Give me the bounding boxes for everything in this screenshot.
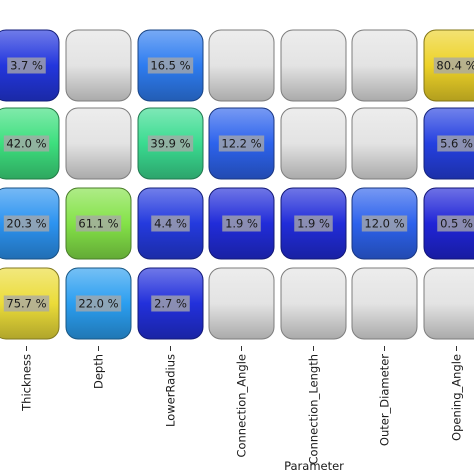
x-tick-label: Outer_Diameter	[378, 354, 392, 446]
x-tick-label: Connection_Length	[307, 354, 321, 465]
x-tick-label: Thickness	[20, 354, 34, 412]
cell-value-label: 16.5 %	[150, 59, 190, 73]
cell-value-label: 39.9 %	[150, 137, 190, 151]
heatmap-cell	[351, 107, 418, 180]
cell-label-background	[75, 295, 122, 312]
cell-value-label: 0.5 %	[440, 217, 473, 231]
cell-value-label: 20.3 %	[6, 217, 46, 231]
cell-label-background	[294, 215, 333, 232]
x-axis-title: Parameter	[284, 459, 344, 473]
cell-value-label: 1.9 %	[297, 217, 330, 231]
heatmap-cell	[208, 29, 275, 102]
cell-value-label: 80.4 %	[436, 59, 474, 73]
cell-label-background	[147, 57, 194, 74]
cell-label-background	[3, 135, 50, 152]
x-tick-label: Opening_Angle	[450, 354, 464, 441]
heatmap-cell	[280, 107, 347, 180]
cell-value-label: 75.7 %	[6, 297, 46, 311]
cell-value-label: 1.9 %	[225, 217, 258, 231]
cell-value-label: 42.0 %	[6, 137, 46, 151]
cell-label-background	[218, 135, 265, 152]
cell-value-label: 12.2 %	[221, 137, 261, 151]
heatmap-cells: 3.7 % 16.5 % 80.4 % 42.0 % 39.9 % 12.2 % 5.6 %…	[0, 29, 474, 340]
cell-label-background	[437, 215, 474, 232]
cell-label-background	[147, 135, 194, 152]
cell-label-background	[151, 295, 190, 312]
cell-value-label: 3.7 %	[10, 59, 43, 73]
cell-label-background	[433, 57, 474, 74]
heatmap-cell	[351, 29, 418, 102]
cell-label-background	[3, 295, 50, 312]
heatmap-cell	[351, 267, 418, 340]
x-tick-label: LowerRadius	[164, 354, 178, 427]
heatmap-cell	[280, 267, 347, 340]
cell-value-label: 5.6 %	[440, 137, 473, 151]
heatmap-cell	[280, 29, 347, 102]
cell-label-background	[75, 215, 122, 232]
x-tick-label: Connection_Angle	[235, 354, 249, 458]
cell-value-label: 4.4 %	[154, 217, 187, 231]
cell-label-background	[437, 135, 474, 152]
x-tick-label: Depth	[92, 354, 106, 389]
x-axis: Thickness Depth LowerRadius Connection_Angl…	[20, 346, 464, 465]
cell-value-label: 12.0 %	[364, 217, 404, 231]
cell-label-background	[222, 215, 261, 232]
cell-label-background	[361, 215, 408, 232]
heatmap-cell	[65, 29, 132, 102]
heatmap-cell	[65, 107, 132, 180]
heatmap-cell	[208, 267, 275, 340]
cell-value-label: 2.7 %	[154, 297, 187, 311]
cell-label-background	[7, 57, 46, 74]
cell-value-label: 22.0 %	[78, 297, 118, 311]
cell-label-background	[3, 215, 50, 232]
cell-value-label: 61.1 %	[78, 217, 118, 231]
heatmap-cell	[423, 267, 474, 340]
cell-label-background	[151, 215, 190, 232]
